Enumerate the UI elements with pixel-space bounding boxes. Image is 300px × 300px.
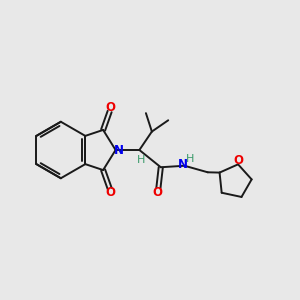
Text: O: O	[106, 186, 116, 199]
Text: N: N	[178, 158, 188, 171]
Text: O: O	[106, 101, 116, 114]
Text: H: H	[186, 154, 194, 164]
Text: O: O	[233, 154, 243, 167]
Text: O: O	[152, 186, 162, 199]
Text: N: N	[114, 143, 124, 157]
Text: H: H	[137, 154, 146, 164]
